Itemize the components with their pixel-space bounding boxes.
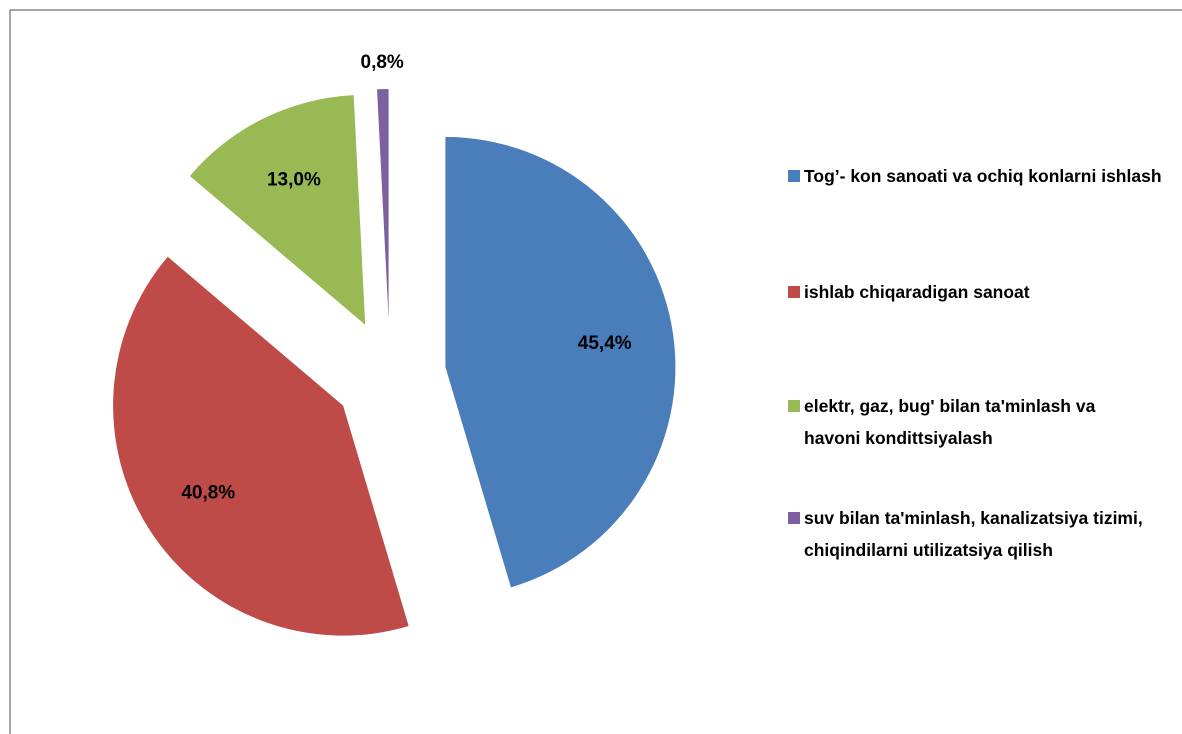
legend-entry: ishlab chiqaradigan sanoat bbox=[788, 276, 1174, 308]
legend-label: suv bilan ta'minlash, kanalizatsiya tizi… bbox=[804, 508, 1143, 560]
legend-entry: elektr, gaz, bug' bilan ta'minlash va ha… bbox=[788, 390, 1104, 454]
pie-slice bbox=[113, 256, 409, 636]
legend-swatch bbox=[788, 512, 800, 524]
data-label: 45,4% bbox=[578, 333, 632, 354]
data-label: 0,8% bbox=[361, 52, 404, 73]
pie-slice bbox=[445, 136, 676, 588]
legend-entry: suv bilan ta'minlash, kanalizatsiya tizi… bbox=[788, 502, 1174, 566]
legend-label: ishlab chiqaradigan sanoat bbox=[804, 282, 1030, 302]
legend-swatch bbox=[788, 400, 800, 412]
data-label: 40,8% bbox=[181, 483, 235, 504]
legend-label: Tog’- kon sanoati va ochiq konlarni ishl… bbox=[804, 166, 1162, 186]
legend-label: elektr, gaz, bug' bilan ta'minlash va ha… bbox=[804, 396, 1096, 448]
legend-entry: Tog’- kon sanoati va ochiq konlarni ishl… bbox=[788, 160, 1174, 192]
pie-slice bbox=[377, 89, 389, 320]
data-label: 13,0% bbox=[267, 169, 321, 190]
pie-slice bbox=[189, 95, 366, 325]
legend-swatch bbox=[788, 286, 800, 298]
legend-swatch bbox=[788, 170, 800, 182]
